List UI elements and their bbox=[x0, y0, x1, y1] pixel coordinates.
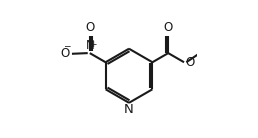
Text: −: − bbox=[63, 41, 70, 50]
Text: O: O bbox=[85, 21, 94, 34]
Text: +: + bbox=[90, 40, 97, 49]
Text: O: O bbox=[185, 56, 194, 69]
Text: O: O bbox=[61, 47, 70, 60]
Text: O: O bbox=[164, 21, 173, 34]
Text: N: N bbox=[85, 39, 94, 52]
Text: N: N bbox=[124, 104, 134, 116]
